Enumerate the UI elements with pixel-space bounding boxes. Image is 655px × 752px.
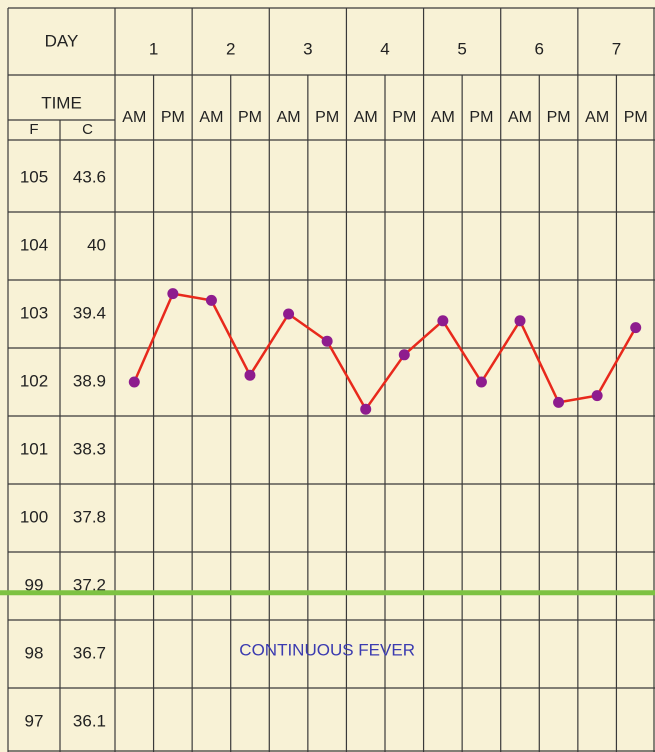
time-label: AM [585, 109, 609, 126]
time-label: PM [315, 109, 339, 126]
data-point [321, 335, 333, 347]
time-label: PM [238, 109, 262, 126]
y-tick-label: 98 [25, 643, 44, 662]
data-point [630, 322, 642, 334]
time-label: PM [547, 109, 571, 126]
day-label: 6 [535, 39, 544, 58]
data-point [205, 294, 217, 306]
time-label: AM [199, 109, 223, 126]
day-label: 1 [149, 39, 158, 58]
y2-tick-label: 36.1 [73, 711, 106, 730]
day-label: 4 [380, 39, 389, 58]
time-label: PM [392, 109, 416, 126]
data-point [514, 315, 526, 327]
day-label: 3 [303, 39, 312, 58]
y-tick-label: 102 [20, 371, 48, 390]
day-label: 2 [226, 39, 235, 58]
time-label: AM [508, 109, 532, 126]
y2-tick-label: 38.3 [73, 439, 106, 458]
day-label: 7 [612, 39, 621, 58]
time-header: TIME [41, 93, 82, 112]
time-label: AM [277, 109, 301, 126]
y2-tick-label: 40 [87, 235, 106, 254]
y-tick-label: 100 [20, 507, 48, 526]
data-point [283, 308, 295, 320]
c-header: C [82, 121, 93, 138]
annotation: CONTINUOUS FEVER [239, 640, 415, 659]
time-label: PM [469, 109, 493, 126]
time-label: PM [161, 109, 185, 126]
data-point [128, 376, 140, 388]
data-point [360, 403, 372, 415]
time-label: AM [354, 109, 378, 126]
y-tick-label: 105 [20, 167, 48, 186]
y2-tick-label: 38.9 [73, 371, 106, 390]
y2-tick-label: 39.4 [73, 303, 106, 322]
y-tick-label: 104 [20, 235, 48, 254]
data-point [591, 390, 603, 402]
y2-tick-label: 37.2 [73, 575, 106, 594]
data-point [398, 349, 410, 361]
data-point [553, 396, 565, 408]
y2-tick-label: 37.8 [73, 507, 106, 526]
data-point [167, 288, 179, 300]
f-header: F [29, 121, 38, 138]
y-tick-label: 99 [25, 575, 44, 594]
data-point [475, 376, 487, 388]
y-tick-label: 97 [25, 711, 44, 730]
y-tick-label: 101 [20, 439, 48, 458]
data-point [244, 369, 256, 381]
day-label: 5 [457, 39, 466, 58]
y-tick-label: 103 [20, 303, 48, 322]
time-label: AM [122, 109, 146, 126]
day-header: DAY [45, 31, 79, 50]
y2-tick-label: 43.6 [73, 167, 106, 186]
y2-tick-label: 36.7 [73, 643, 106, 662]
time-label: PM [624, 109, 648, 126]
data-point [437, 315, 449, 327]
time-label: AM [431, 109, 455, 126]
data-line [133, 292, 637, 412]
